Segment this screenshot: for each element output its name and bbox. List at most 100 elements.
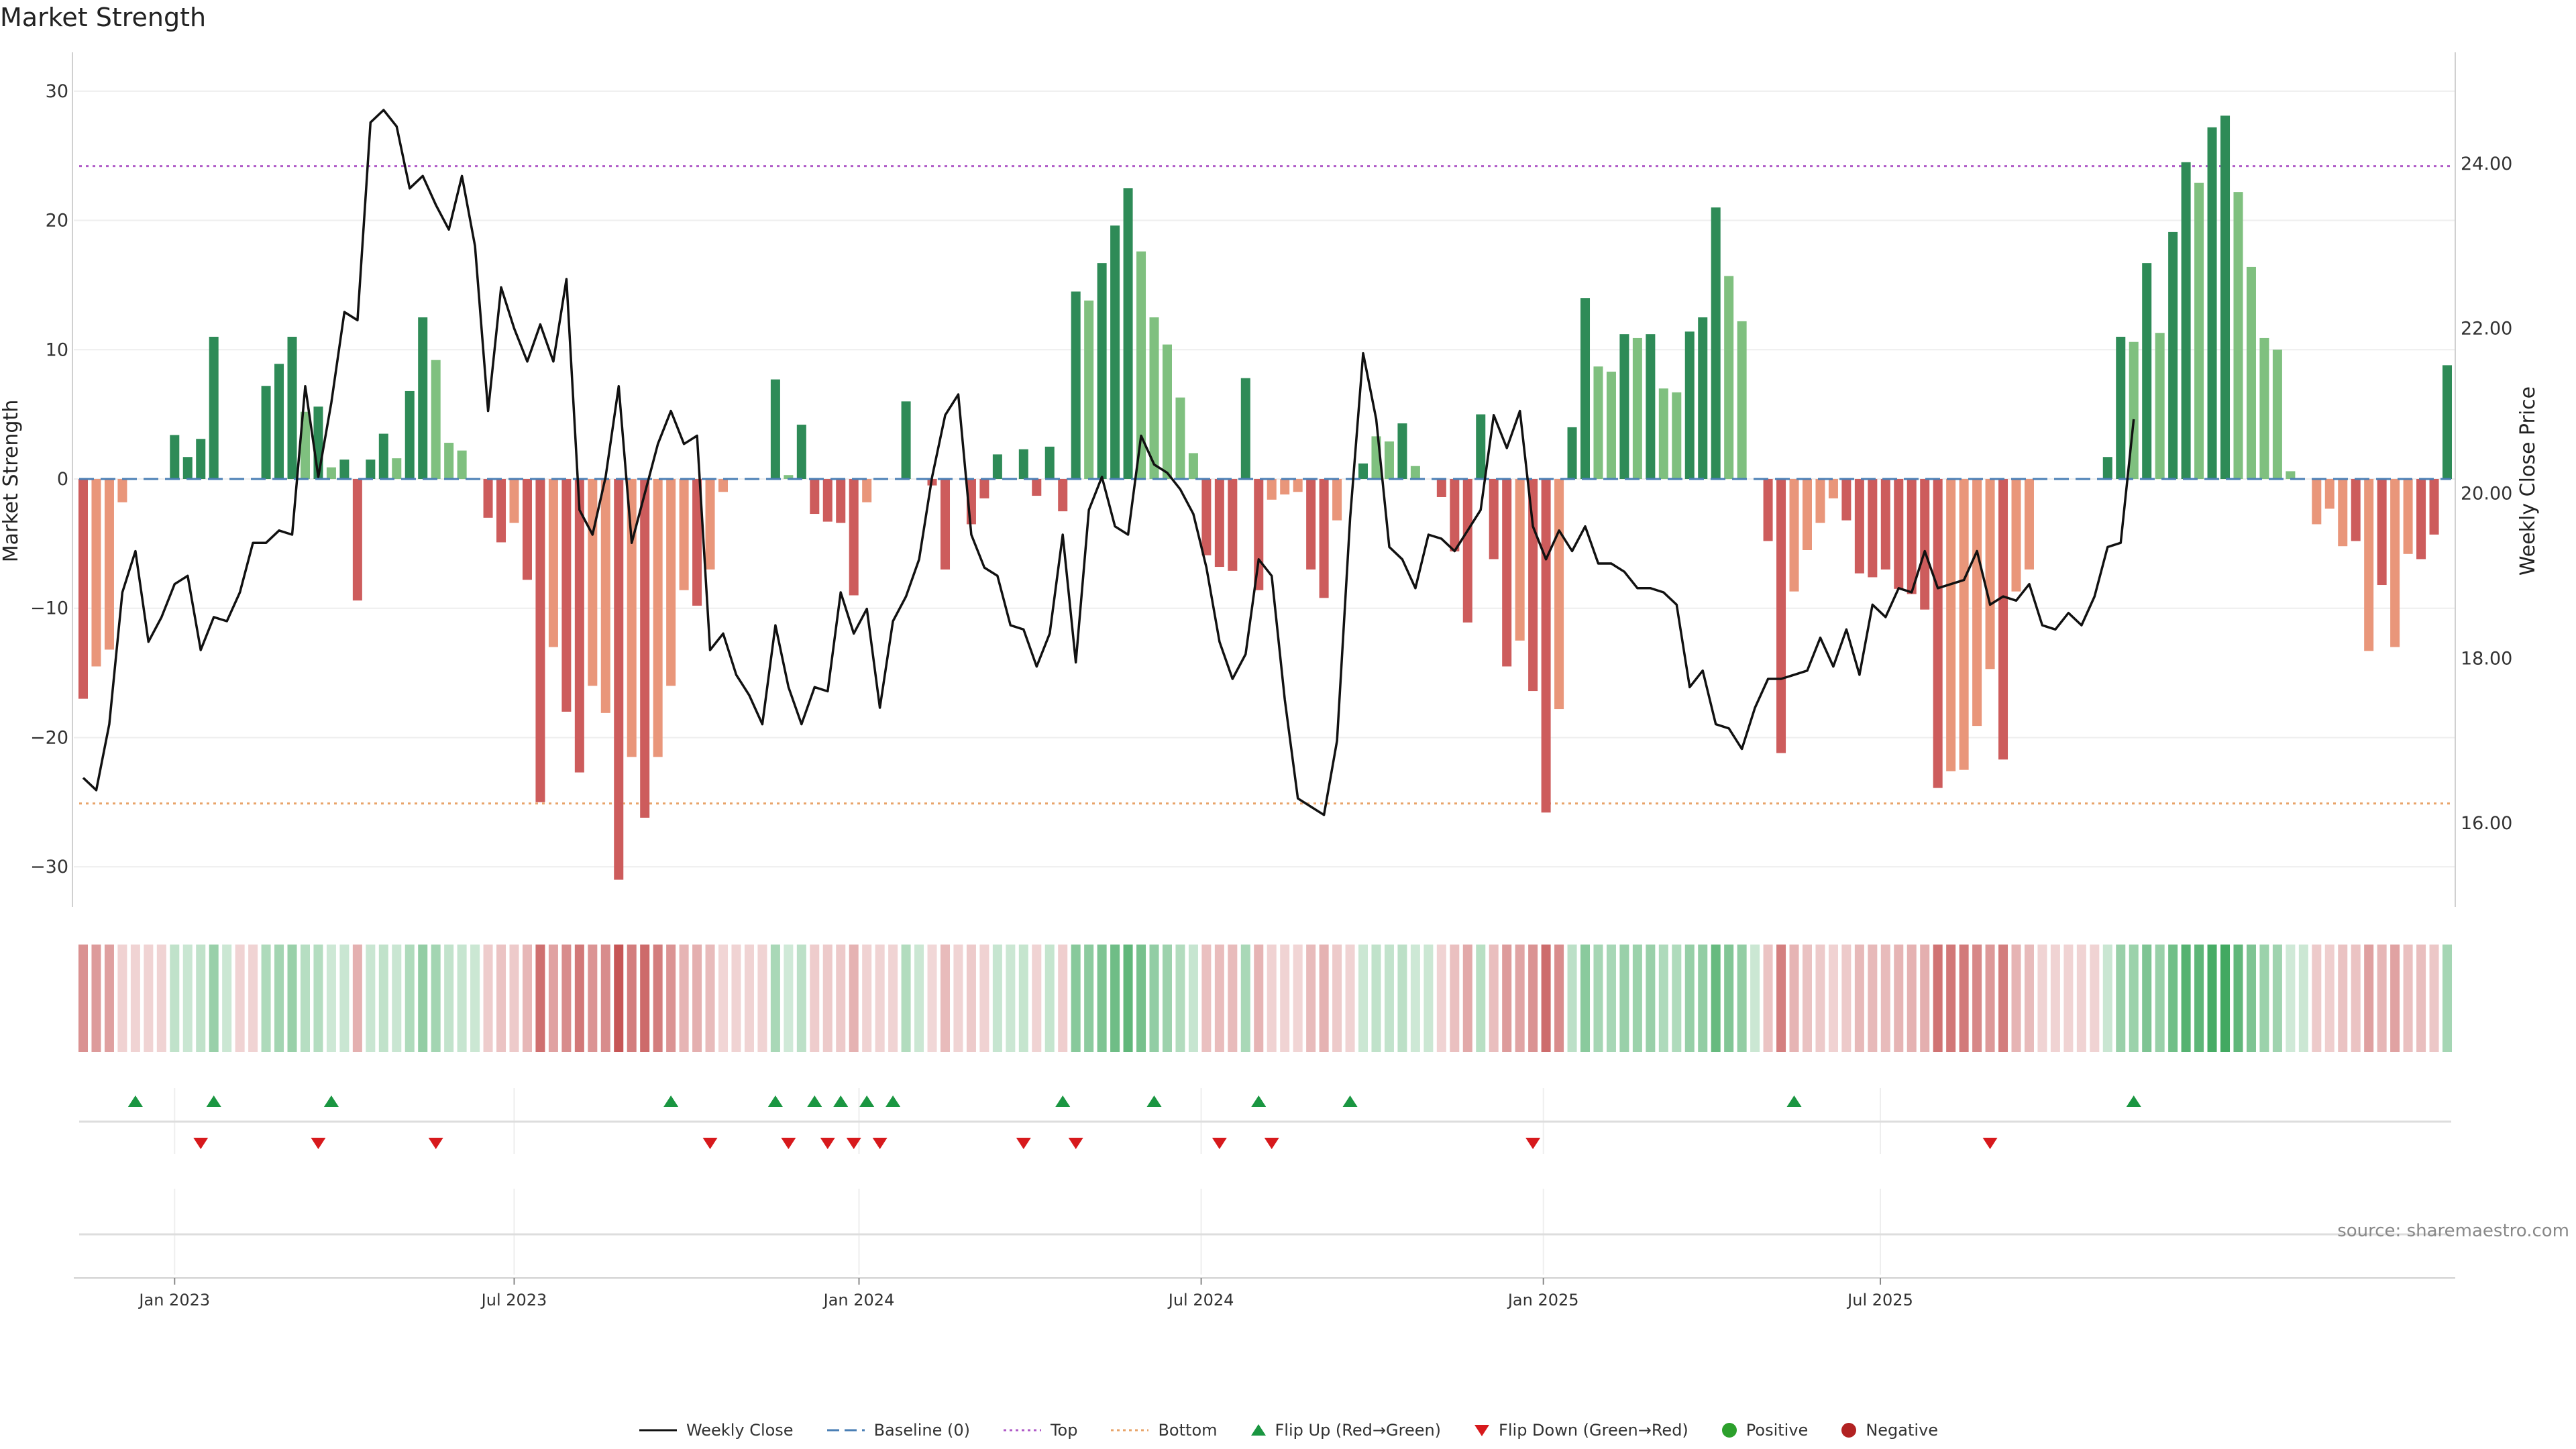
strength-bar-positive [313,407,323,479]
heat-strip-cell [182,945,193,1052]
strength-bar-positive [1632,337,1642,479]
strength-bar-negative [1528,479,1538,692]
heat-strip-cell [2168,945,2178,1052]
strength-bar-negative [1293,479,1303,492]
heat-strip-cell [418,945,428,1052]
strength-bar-negative [705,479,715,570]
heat-strip-cell [392,945,402,1052]
heat-strip-cell [953,945,963,1052]
strength-bar-positive [405,390,415,479]
legend-item: Top [1002,1421,1077,1440]
strength-bar-negative [810,479,820,515]
heat-strip-cell [731,945,741,1052]
strength-bar-negative [561,479,572,712]
flip-up-marker [206,1095,221,1107]
heat-strip-cell [2116,945,2126,1052]
strength-bar-negative [535,479,545,802]
strength-bar-positive [378,433,388,479]
heat-strip-cell [1123,945,1133,1052]
heat-strip-cell [1136,945,1146,1052]
x-tick-label: Jan 2023 [138,1291,210,1309]
heat-strip-cell [222,945,232,1052]
left-tick-label: 0 [57,469,68,490]
strength-bar-negative [2403,479,2413,554]
heat-strip-cell [1567,945,1577,1052]
heat-strip-cell [248,945,258,1052]
strength-bar-positive [1593,366,1603,479]
left-tick-label: −20 [30,727,68,748]
strength-bar-positive [1123,188,1133,479]
flip-down-marker [1525,1138,1541,1149]
strength-bar-positive [1737,321,1747,479]
strength-bar-positive [170,435,180,479]
heat-strip-cell [196,945,206,1052]
strength-bar-negative [822,479,833,522]
strength-bar-negative [849,479,859,596]
heat-strip-cell [1593,945,1603,1052]
heat-strip-cell [2220,945,2231,1052]
strength-bar-negative [91,479,101,667]
heat-strip-cell [2102,945,2112,1052]
strength-bar-negative [117,479,127,502]
heat-strip-cell [1175,945,1185,1052]
strength-bar-negative [836,479,846,523]
left-tick-label: −10 [30,598,68,619]
strength-bar-positive [2246,266,2256,479]
heat-strip-cell [78,945,89,1052]
heat-strip-cell [2233,945,2243,1052]
right-tick-label: 16.00 [2461,813,2512,834]
strength-bar-negative [522,479,532,580]
strength-bar-positive [784,475,794,479]
left-tick-label: 20 [46,211,68,231]
heat-strip-cell [1763,945,1773,1052]
heat-strip-cell [1188,945,1198,1052]
strength-bar-negative [1254,479,1264,590]
strength-bar-positive [2181,162,2191,479]
right-tick-label: 18.00 [2461,648,2512,669]
heat-strip-cell [2286,945,2296,1052]
heat-strip-cell [2129,945,2139,1052]
strength-bar-positive [1149,317,1159,479]
strength-bar-negative [574,479,584,773]
heat-strip-cell [836,945,846,1052]
heat-strip-cell [548,945,558,1052]
heat-strip-cell [431,945,441,1052]
strength-bar-negative [1332,479,1342,521]
strength-bar-negative [2390,479,2400,647]
heat-strip-cell [2390,945,2400,1052]
heat-strip-cell [784,945,794,1052]
legend-label: Bottom [1158,1421,1218,1440]
strength-bar-negative [1267,479,1277,500]
strength-bar-positive [796,425,806,479]
strength-bar-positive [1658,388,1668,479]
heat-strip-cell [287,945,297,1052]
heat-strip-cell [810,945,820,1052]
source-credit: source: sharemaestro.com [2337,1221,2569,1241]
x-tick-label: Jan 2024 [822,1291,895,1309]
strength-bar-positive [2259,337,2269,479]
heat-strip-cell [1332,945,1342,1052]
strength-bar-negative [1489,479,1499,559]
heat-strip-cell [1280,945,1290,1052]
heat-strip-cell [1580,945,1591,1052]
flip-up-marker [1786,1095,1802,1107]
right-tick-label: 24.00 [2461,154,2512,174]
heat-strip-cell [274,945,284,1052]
strength-bar-negative [2011,479,2021,592]
strength-bar-negative [640,479,650,818]
heat-strip-cell [966,945,976,1052]
legend-item: Weekly Close [638,1421,794,1440]
strength-bar-positive [2102,457,2112,479]
strength-bar-negative [78,479,89,699]
strength-bar-positive [1672,392,1682,479]
strength-bar-negative [1802,479,1812,550]
flip-down-marker [1264,1138,1279,1149]
x-tick-label: Jul 2025 [1846,1291,1913,1309]
strength-bar-positive [287,337,297,479]
legend-label: Positive [1746,1421,1809,1440]
strength-bar-negative [104,479,114,650]
x-tick-label: Jul 2023 [480,1291,547,1309]
strength-bar-negative [862,479,872,502]
strength-bar-negative [2324,479,2334,509]
heat-strip-cell [1267,945,1277,1052]
